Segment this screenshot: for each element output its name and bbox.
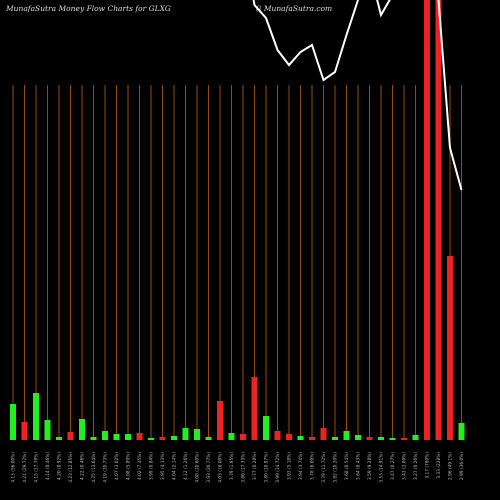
bar [458, 423, 465, 440]
x-tick-label: 3.82 (10.20%) [333, 452, 339, 483]
x-tick-label: 3.43 (3.09%) [402, 452, 408, 480]
bar [217, 401, 223, 440]
x-tick-label: 3.77 (0.28%) [252, 452, 258, 480]
bar [274, 431, 281, 440]
bar [355, 435, 361, 440]
bar [113, 434, 120, 440]
x-tick-label: 4.25 (13.64%) [91, 452, 97, 483]
bar [33, 393, 39, 440]
bar [378, 437, 384, 440]
bar [182, 428, 189, 440]
x-tick-label: 3.47 (0.27%) [390, 452, 396, 480]
x-tick-label: 4.04 (2.14%) [172, 452, 178, 480]
x-tick-label: 3.80 (10.97%) [264, 452, 270, 483]
bar [90, 437, 97, 440]
x-tick-label: 4.07 (3.02%) [114, 452, 120, 480]
x-tick-label: 3.99 (0.84%) [149, 452, 155, 480]
x-tick-label: 2.96 (49.1%) [448, 452, 454, 480]
bar [343, 431, 350, 440]
x-tick-label: 3.59 (9.28%) [367, 452, 373, 480]
x-tick-label: 3.80 (17.33%) [241, 452, 247, 483]
x-tick-label: 3.99 (14.72%) [275, 452, 281, 483]
bar [366, 437, 373, 440]
bar [159, 437, 166, 440]
bar [240, 434, 246, 440]
bar [67, 432, 74, 440]
x-tick-label: 2.99 (36.0%) [459, 452, 465, 480]
price-line [252, 0, 463, 191]
bar [297, 436, 304, 440]
bar [79, 419, 85, 440]
x-tick-label: 3.64 (8.43%) [356, 452, 362, 480]
x-tick-label: 3.79 (1.95%) [229, 452, 235, 480]
x-tick-label: 4.23 (12.85%) [68, 452, 74, 483]
x-tick-label: 3.93 (5.18%) [287, 452, 293, 480]
x-tick-label: 4.02 (7.35%) [137, 452, 143, 480]
x-tick-label: 3.68 (0.54%) [344, 452, 350, 480]
x-tick-label: 4.14 (0.46%) [45, 452, 51, 480]
bar [56, 437, 62, 440]
bar [44, 420, 51, 440]
x-tick-label: 3.27 (0.26%) [413, 452, 419, 480]
bar [401, 438, 407, 440]
bar [228, 433, 235, 440]
bar [194, 429, 200, 440]
bar [205, 437, 212, 440]
bar [263, 416, 269, 440]
bar [389, 438, 396, 440]
bar [21, 422, 28, 440]
bar [125, 434, 131, 440]
x-tick-label: 4.21 (29.72%) [22, 452, 28, 483]
bar [309, 437, 315, 440]
x-tick-label: 4.22 (0.46%) [80, 452, 86, 480]
bar [435, 0, 442, 440]
x-tick-label: 4.13 (56.00%) [11, 452, 17, 483]
x-tick-label: 4.08 (5.89%) [126, 452, 132, 480]
x-tick-label: 3.94 (3.74%) [298, 452, 304, 480]
bar [102, 431, 108, 440]
x-tick-label: 3.53 (14.91%) [379, 452, 385, 483]
bar [320, 428, 327, 440]
bar [10, 404, 16, 440]
bar [251, 377, 258, 440]
chart-title: MunafaSutra Money Flow Charts for GLXG [5, 4, 171, 13]
x-tick-label: 4.08 (10.60%) [195, 452, 201, 483]
bar [447, 256, 453, 440]
x-tick-label: 4.20 (8.92%) [57, 452, 63, 480]
x-tick-label: 3.95 (4.13%) [160, 452, 166, 480]
x-tick-label: 3.17 (780%) [425, 452, 431, 479]
bar [332, 437, 338, 440]
x-tick-label: 4.12 (1.26%) [183, 452, 189, 480]
x-tick-label: 3.79 (11.72%) [321, 452, 327, 483]
bar [136, 433, 143, 440]
bar [286, 434, 292, 440]
bar [412, 435, 419, 440]
x-tick-label: 3.93 (20.77%) [206, 452, 212, 483]
bar [148, 438, 154, 440]
x-tick-label: 4.03 (16.00%) [218, 452, 224, 483]
bar [424, 0, 430, 440]
bar [171, 436, 177, 440]
x-tick-label: 3.33 (228%) [436, 452, 442, 479]
x-tick-label: 4.15 (17.78%) [34, 452, 40, 483]
x-tick-label: 4.19 (10.73%) [103, 452, 109, 483]
x-tick-label: 3.78 (6.09%) [310, 452, 316, 480]
chart-subtitle: (| MunafaSutra.com [256, 4, 332, 13]
